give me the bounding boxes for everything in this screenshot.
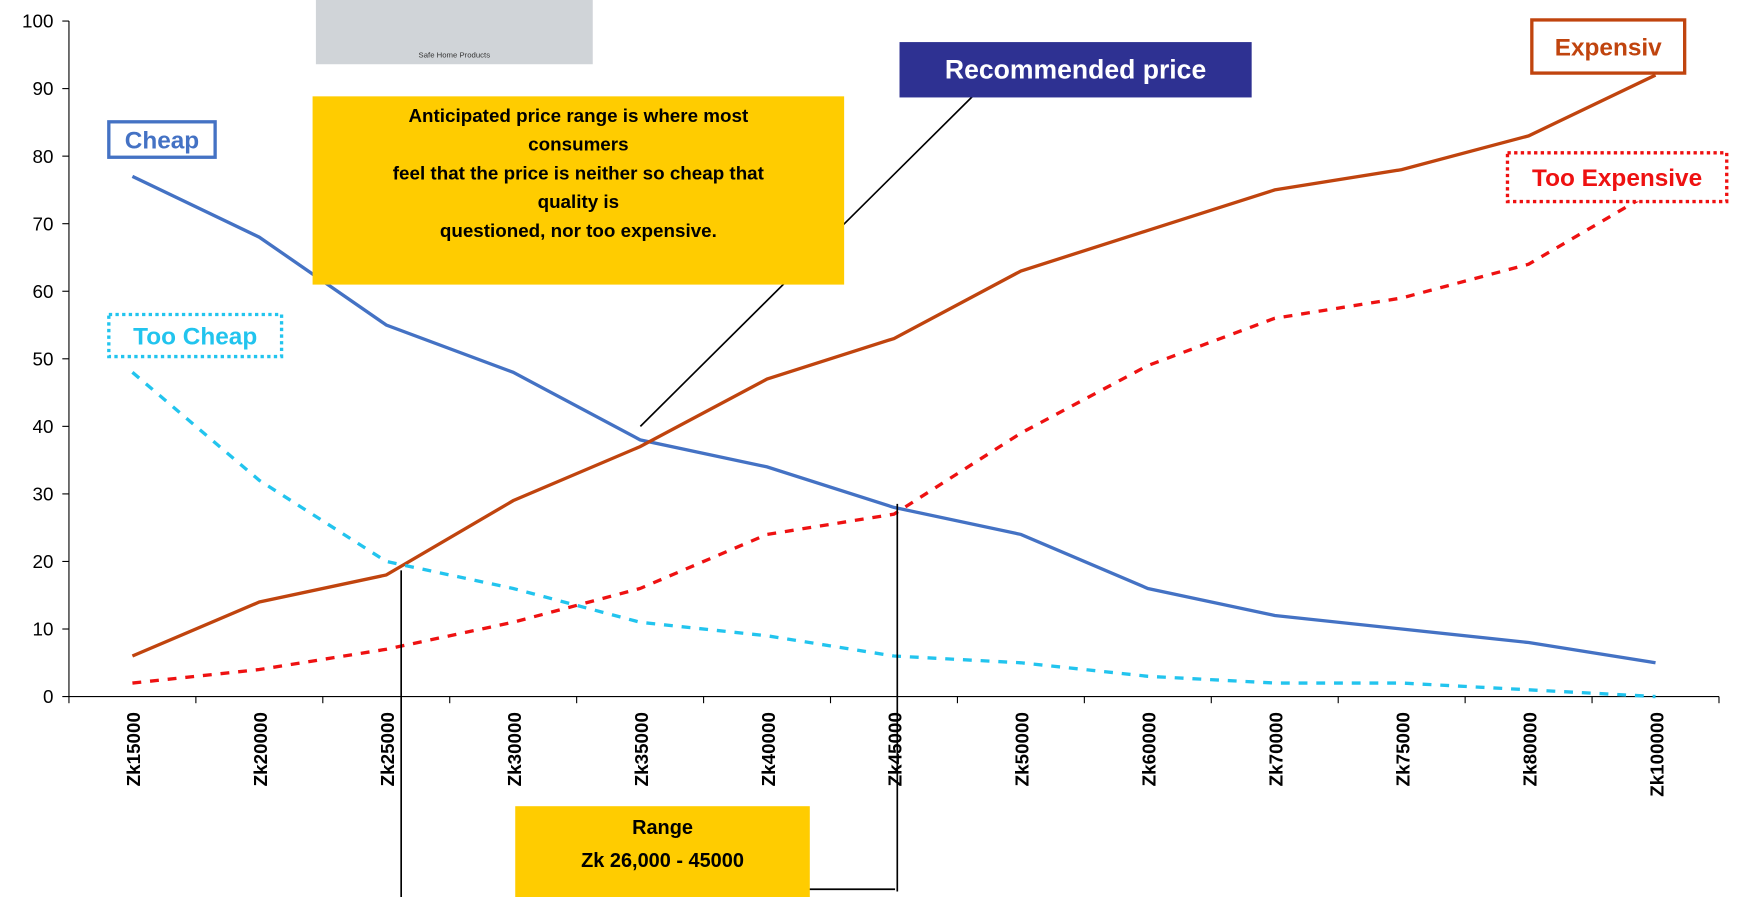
y-tick-label: 30	[33, 484, 54, 505]
y-tick-label: 90	[33, 78, 54, 99]
range-text: Zk 26,000 - 45000	[581, 850, 744, 872]
series-label: Expensiv	[1555, 34, 1662, 61]
x-tick-label: Zk75000	[1392, 712, 1413, 786]
anticipated-text: Anticipated price range is where most	[408, 105, 748, 126]
range-text: Range	[632, 817, 693, 839]
y-tick-label: 10	[33, 619, 54, 640]
x-tick-label: Zk100000	[1646, 712, 1667, 797]
series-line	[131, 73, 1657, 658]
y-tick-label: 60	[33, 281, 54, 302]
series-label: Too Cheap	[133, 323, 257, 350]
recommended-box	[899, 42, 1252, 98]
x-tick-label: Zk20000	[250, 712, 271, 786]
x-tick-label: Zk50000	[1012, 712, 1033, 786]
x-tick-label: Zk70000	[1266, 712, 1287, 786]
logo-text: Safe Home Products	[419, 51, 491, 60]
anticipated-text: quality is	[538, 191, 620, 212]
x-tick-label: Zk30000	[504, 712, 525, 786]
range-box	[515, 806, 810, 897]
x-tick-label: Zk25000	[377, 712, 398, 786]
series-label-box	[107, 312, 284, 359]
x-tick-label: Zk80000	[1519, 712, 1540, 786]
x-tick-label: Zk45000	[885, 712, 906, 786]
x-tick-label: Zk40000	[758, 712, 779, 786]
y-tick-label: 40	[33, 416, 54, 437]
y-tick-label: 0	[43, 686, 53, 707]
y-tick-label: 80	[33, 146, 54, 167]
logo-image	[315, 0, 593, 65]
anticipated-text: feel that the price is neither so cheap …	[393, 162, 765, 183]
x-tick-label: Zk35000	[631, 712, 652, 786]
anticipated-box	[312, 96, 845, 285]
y-tick-label: 70	[33, 213, 54, 234]
series-line	[131, 371, 1656, 699]
series-label-box	[107, 120, 217, 159]
x-tick-label: Zk15000	[123, 712, 144, 786]
series-line	[131, 174, 1656, 665]
anticipated-text: questioned, nor too expensive.	[440, 220, 717, 241]
series-line	[132, 188, 1657, 685]
recommended-label: Recommended price	[945, 55, 1206, 85]
y-tick-label: 100	[22, 11, 53, 32]
anticipated-text: consumers	[528, 134, 628, 155]
y-tick-label: 20	[33, 551, 54, 572]
series-label: Too Expensive	[1532, 165, 1702, 192]
series-label-box	[1505, 151, 1729, 204]
series-label-box	[1530, 18, 1687, 75]
x-tick-label: Zk60000	[1139, 712, 1160, 786]
series-label: Cheap	[125, 127, 199, 154]
y-tick-label: 50	[33, 348, 54, 369]
